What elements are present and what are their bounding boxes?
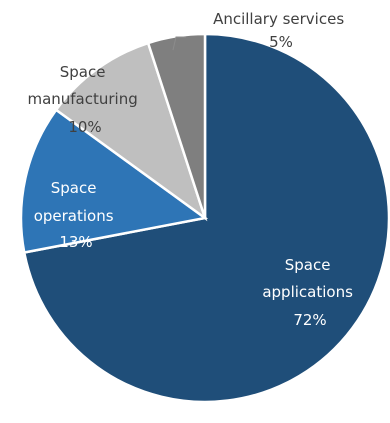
slice-space-manufacturing [54,41,208,222]
slice-space-operations [19,108,209,254]
label-space-applications: Space applications 72% [262,256,357,329]
slice-ancillary-services [146,32,207,219]
label-ancillary-services-name: Ancillary services [213,10,344,28]
label-space-applications-value: 72% [293,311,326,329]
label-space-operations-name-line1: Space [51,179,97,197]
label-ancillary-services-value: 5% [269,33,293,51]
label-space-applications-name-line2: applications [262,283,353,301]
label-space-manufacturing-name-line1: Space [60,63,106,81]
label-space-manufacturing-value: 10% [68,118,101,136]
label-space-operations-value: 13% [59,233,92,251]
ancillary-services-leader-line [172,36,186,51]
label-space-operations: Space operations 13% [34,179,119,251]
label-ancillary-services: Ancillary services 5% [213,10,349,51]
label-space-manufacturing: Space manufacturing 10% [27,63,142,136]
label-space-operations-name-line2: operations [34,207,114,225]
pie-slices [19,32,390,404]
label-space-manufacturing-name-line2: manufacturing [27,90,137,108]
label-space-applications-name-line1: Space [285,256,331,274]
